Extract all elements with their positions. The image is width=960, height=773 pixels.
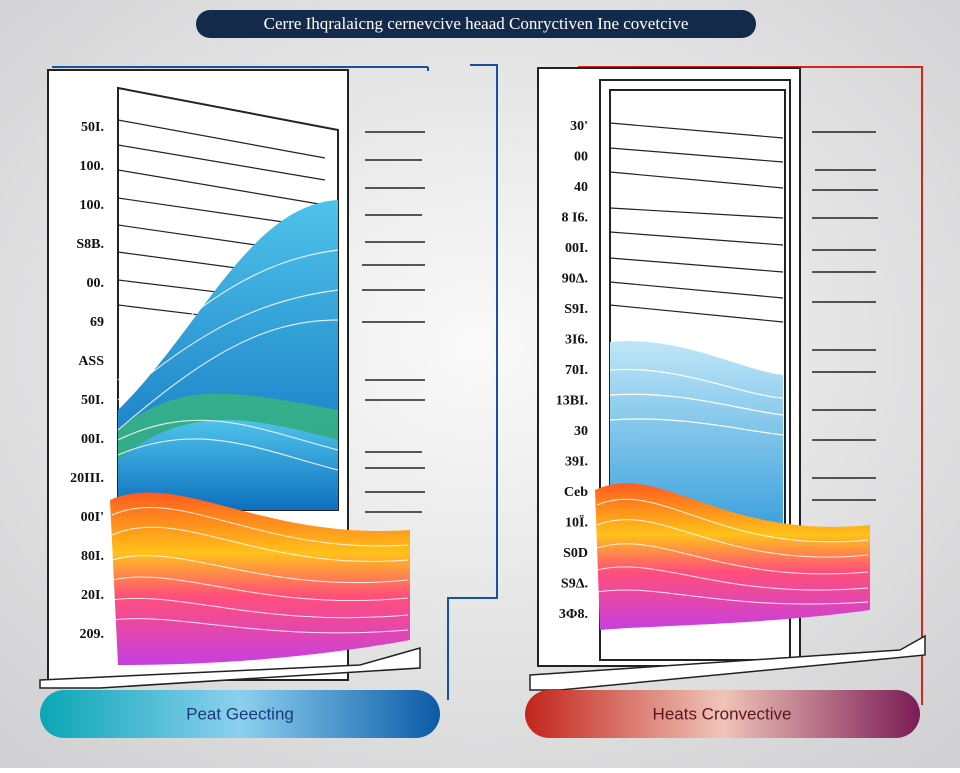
- axis-label: ASS: [78, 354, 104, 369]
- axis-label: 00I.: [565, 241, 588, 256]
- title: Cerre Ihqralaicng cernevcive heaad Conry…: [264, 14, 689, 33]
- left-button[interactable]: [40, 690, 440, 738]
- axis-label: 100.: [80, 159, 105, 174]
- axis-label: 8 I6.: [562, 211, 588, 226]
- axis-label: 20III.: [70, 471, 104, 486]
- axis-label: Ceb: [564, 485, 588, 500]
- axis-label: 00I.: [81, 432, 104, 447]
- axis-label: S9Δ.: [561, 577, 588, 592]
- right-panel: [529, 66, 926, 705]
- axis-label: 50I.: [81, 393, 104, 408]
- axis-label: 70I.: [565, 363, 588, 378]
- axis-label: S0D: [563, 546, 588, 561]
- axis-label: 69: [90, 315, 104, 330]
- axis-label: 30': [570, 119, 588, 134]
- left-panel: [39, 64, 498, 700]
- axis-label: 20I.: [81, 588, 104, 603]
- title-bar: [196, 10, 756, 38]
- axis-label: S9I.: [564, 302, 588, 317]
- right-button[interactable]: [525, 690, 920, 738]
- axis-label: 90Δ.: [562, 272, 588, 287]
- axis-label: 00.: [87, 276, 105, 291]
- axis-label: 13BI.: [556, 394, 588, 409]
- axis-label: 00I': [81, 510, 104, 525]
- left-button-label[interactable]: Peat Geecting: [186, 704, 294, 723]
- axis-label: 39I.: [565, 455, 588, 470]
- axis-label: S8B.: [76, 237, 104, 252]
- axis-label: 3Φ8.: [559, 607, 588, 622]
- axis-label: 00: [574, 150, 588, 165]
- axis-label: 50I.: [81, 120, 104, 135]
- axis-label: 30: [574, 424, 588, 439]
- axis-label: 3I6.: [565, 333, 588, 348]
- right-button-label[interactable]: Heats Cronvective: [653, 704, 792, 723]
- axis-label: 40: [574, 180, 588, 195]
- axis-label: 80I.: [81, 549, 104, 564]
- axis-label: 209.: [80, 627, 105, 642]
- axis-label: 10Ϊ.: [565, 515, 588, 531]
- axis-label: 100.: [80, 198, 105, 213]
